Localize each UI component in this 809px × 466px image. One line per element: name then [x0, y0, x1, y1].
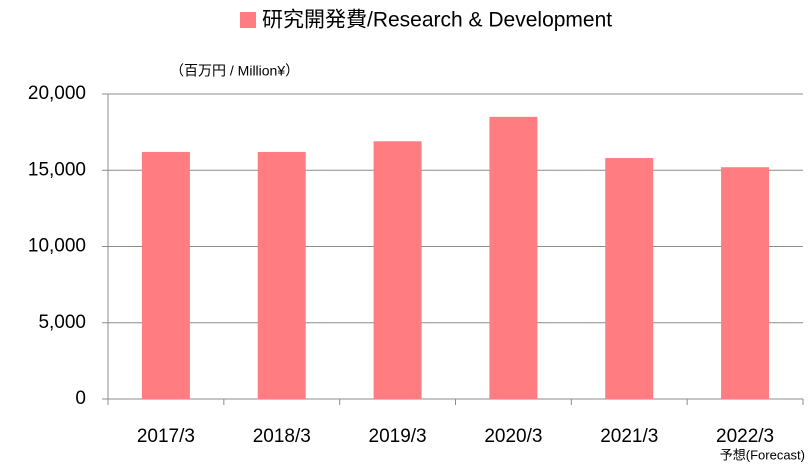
y-tick-label: 15,000 [28, 159, 86, 180]
annotation: 予想(Forecast) [720, 447, 805, 462]
bar [257, 151, 306, 399]
x-tick-label: 2021/3 [600, 426, 658, 447]
x-tick-label: 2018/3 [253, 426, 311, 447]
legend-label: 研究開発費/Research & Development [262, 9, 612, 32]
bar [141, 151, 190, 399]
y-tick-label: 5,000 [38, 312, 86, 333]
x-tick-label: 2020/3 [484, 426, 542, 447]
y-axis-label: （百万円 / Million¥） [170, 63, 299, 79]
bar [605, 158, 654, 399]
x-tick-label: 2017/3 [137, 426, 195, 447]
bar [373, 141, 422, 399]
bar [489, 116, 538, 399]
y-tick-label: 20,000 [28, 83, 86, 104]
x-tick-label: 2022/3 [716, 426, 774, 447]
legend-swatch [240, 12, 256, 28]
y-tick-label: 0 [75, 388, 86, 409]
bar [721, 167, 770, 399]
x-tick-label: 2019/3 [369, 426, 427, 447]
y-tick-label: 10,000 [28, 236, 86, 257]
